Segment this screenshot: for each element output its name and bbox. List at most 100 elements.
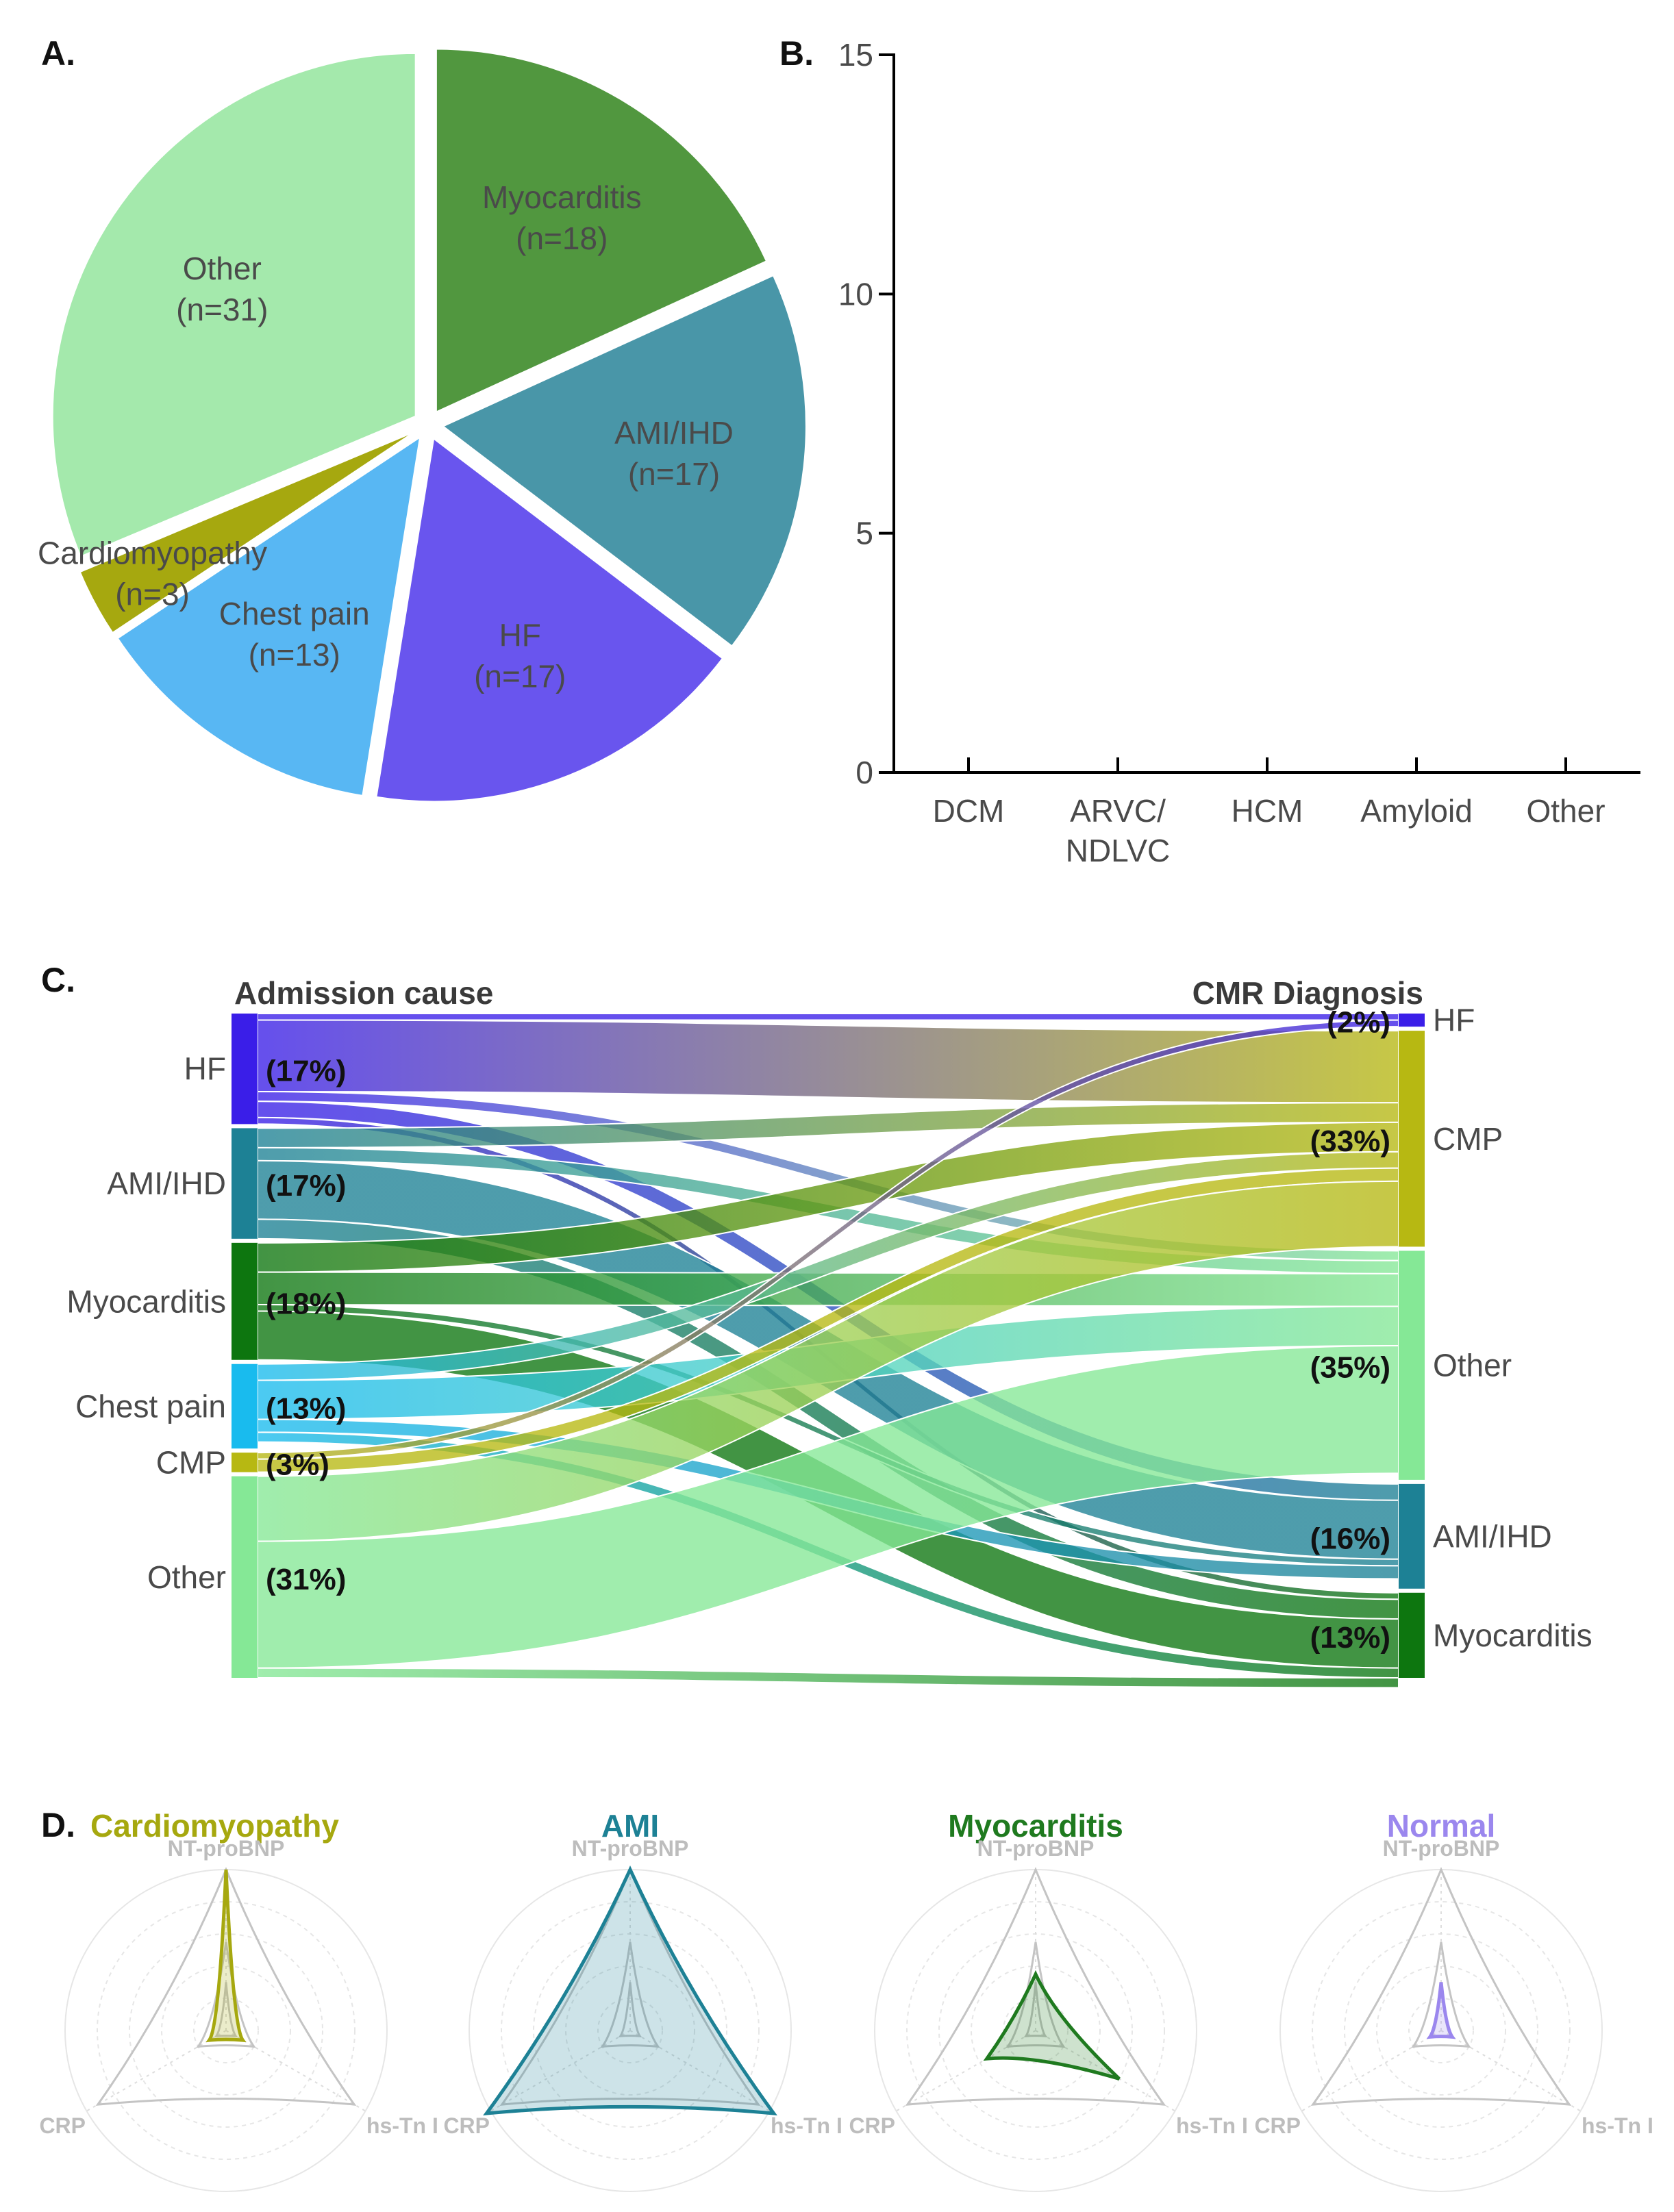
pie-count-other: (n=31) [176, 292, 268, 327]
panel-b-bar-chart: B. 0 5 10 15 DCM ARVC/NDLVC HCM Amyloid Other [779, 34, 1640, 868]
pie-slice-chest-pain [116, 436, 421, 796]
radar-axis-label-crp: CRP [39, 2113, 86, 2138]
sankey-left-node-other [232, 1476, 258, 1678]
radar-profile-normal [1426, 1982, 1456, 2039]
sankey-left-label-myocarditis: Myocarditis [66, 1283, 226, 1319]
radar-grid-ring [597, 1998, 663, 2063]
panel-a-label: A. [41, 34, 75, 73]
radar-title-cardiomyopathy: Cardiomyopathy [90, 1808, 339, 1844]
sankey-left-label-other: Other [147, 1559, 226, 1595]
sankey-left-pct-hf: (17%) [266, 1055, 346, 1088]
pie-slice-myocarditis [435, 48, 768, 414]
radar-reference-outline [95, 1867, 357, 2106]
sankey-right-label-hf: HF [1433, 1003, 1475, 1038]
sankey-left-node-myocarditis [232, 1242, 258, 1360]
sankey-right-node-ami-ihd [1399, 1483, 1425, 1589]
sankey-right-title: CMR Diagnosis [1192, 975, 1423, 1011]
sankey-right-pct-ami-ihd: (16%) [1310, 1522, 1390, 1555]
radar-reference-outline [1023, 1982, 1048, 2038]
radar-grid-ring [161, 1965, 291, 2096]
sankey-right-pct-other: (35%) [1310, 1351, 1390, 1385]
pie-slice-hf [375, 437, 724, 803]
sankey-left-node-hf [232, 1014, 258, 1124]
sankey-right-pct-hf: (2%) [1327, 1006, 1390, 1040]
pie-label-hf: HF [499, 617, 541, 653]
radar-axis-label-nt-probnp: NT-proBNP [1383, 1836, 1500, 1861]
sankey-right-label-myocarditis: Myocarditis [1433, 1618, 1592, 1653]
radar-grid-ring [565, 1965, 695, 2096]
sankey-left-label-chest-pain: Chest pain [75, 1388, 226, 1424]
radar-axis-label-hs-tn-i: hs-Tn I [366, 2113, 438, 2138]
sankey-right-node-myocarditis [1399, 1592, 1425, 1678]
sankey-link-other-to-myocarditis [257, 1667, 1399, 1689]
radar-grid-ring [501, 1901, 760, 2160]
radar-axis-label-hs-tn-i: hs-Tn I [1176, 2113, 1248, 2138]
sankey-link-myocarditis-to-other [257, 1271, 1399, 1307]
radar-title-myocarditis: Myocarditis [948, 1808, 1123, 1844]
radar-grid-ring [1312, 1901, 1571, 2160]
sankey-left-pct-chest-pain: (13%) [266, 1392, 346, 1425]
radar-reference-outline [600, 1941, 660, 2048]
sankey-left-pct-other: (31%) [266, 1563, 346, 1596]
sankey-right-label-ami-ihd: AMI/IHD [1433, 1518, 1552, 1554]
y-tick-label: 0 [855, 755, 873, 790]
pie-slice-other [51, 52, 416, 557]
radar-grid-ring [971, 1965, 1101, 2096]
sankey-left-label-ami-ihd: AMI/IHD [107, 1166, 226, 1201]
radar-axis-label-hs-tn-i: hs-Tn I [771, 2113, 842, 2138]
x-tick-label-dcm: DCM [933, 793, 1005, 829]
pie-slice-ami-ihd [441, 274, 807, 647]
radar-axis-label-nt-probnp: NT-proBNP [168, 1836, 285, 1861]
x-tick-label-ndlvc: NDLVC [1066, 833, 1171, 868]
radar-grid-ring [1376, 1965, 1506, 2096]
x-tick-label-arvc: ARVC/ [1070, 793, 1166, 829]
sankey-right-node-hf [1399, 1014, 1425, 1027]
radar-reference-outline [618, 1982, 642, 2038]
radar-grid-ring [1003, 1998, 1069, 2063]
radar-grid-ring [1408, 1998, 1474, 2063]
pie-count-hf: (n=17) [474, 658, 566, 694]
sankey-left-title: Admission cause [234, 975, 493, 1011]
sankey-right-node-cmp [1399, 1031, 1425, 1247]
radar-profile-myocarditis [983, 1970, 1121, 2081]
radar-reference-outline [1310, 1867, 1572, 2106]
sankey-left-pct-ami-ihd: (17%) [266, 1169, 346, 1203]
radar-reference-outline [214, 1982, 238, 2038]
sankey-link-hf-to-cmp [257, 1019, 1399, 1104]
panel-c-label: C. [41, 961, 75, 999]
radar-reference-outline [196, 1941, 256, 2048]
x-tick-label-other: Other [1526, 793, 1605, 829]
radar-title-normal: Normal [1387, 1808, 1495, 1844]
x-tick-label-hcm: HCM [1232, 793, 1303, 829]
sankey-link-hf-to-hf [257, 1012, 1399, 1021]
y-tick-label: 10 [838, 276, 873, 312]
sankey-left-pct-cmp: (3%) [266, 1448, 329, 1481]
sankey-left-node-cmp [232, 1453, 258, 1472]
sankey-left-node-chest-pain [232, 1363, 258, 1449]
panel-d-label: D. [41, 1806, 75, 1844]
panel-a-pie-chart: A. Myocarditis (n=18) AMI/IHD (n=17) HF (n=17… [38, 34, 807, 803]
radar-axis-label-nt-probnp: NT-proBNP [572, 1836, 689, 1861]
radar-axis-label-crp: CRP [849, 2113, 895, 2138]
radar-axis-label-hs-tn-i: hs-Tn I [1582, 2113, 1653, 2138]
sankey-right-pct-myocarditis: (13%) [1310, 1621, 1390, 1655]
pie-label-myocarditis: Myocarditis [482, 179, 642, 215]
pie-label-chest-pain: Chest pain [219, 596, 370, 631]
sankey-right-label-other: Other [1433, 1348, 1512, 1383]
pie-label-cardiomyopathy: Cardiomyopathy [38, 536, 267, 571]
y-tick-label: 15 [838, 37, 873, 73]
radar-reference-outline [499, 1867, 761, 2106]
sankey-left-label-cmp: CMP [156, 1444, 226, 1480]
sankey-right-pct-cmp: (33%) [1310, 1124, 1390, 1158]
radar-grid-ring [193, 1998, 259, 2063]
radar-reference-outline [905, 1867, 1166, 2106]
pie-slice-cardiomyopathy [79, 431, 416, 634]
pie-label-other: Other [183, 251, 262, 286]
pie-count-myocarditis: (n=18) [516, 221, 608, 256]
radar-reference-outline [1005, 1941, 1066, 2048]
